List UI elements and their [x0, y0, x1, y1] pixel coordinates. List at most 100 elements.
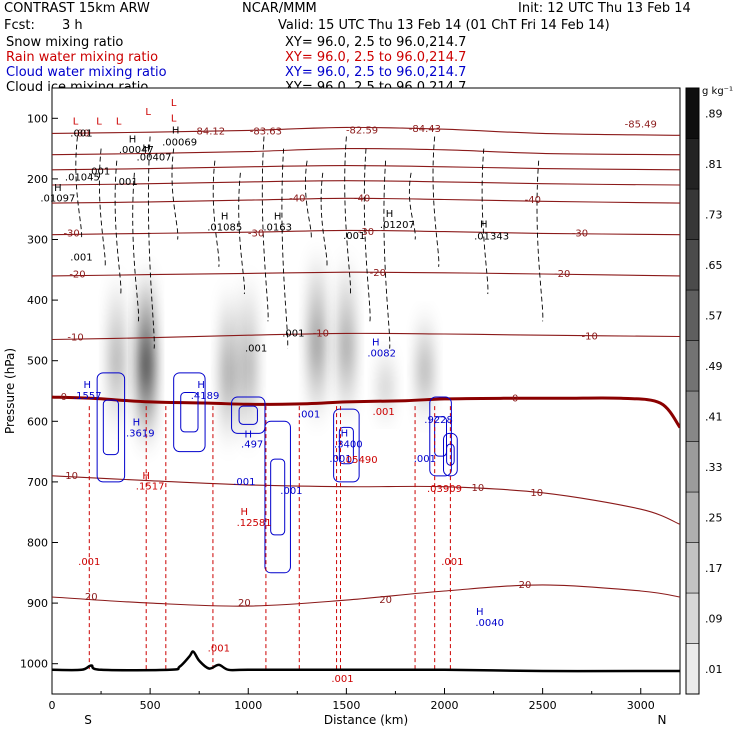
- legend-snow-label: Snow mixing ratio: [6, 35, 124, 50]
- value-label-49: .1517: [136, 482, 165, 493]
- temperature-label-7: -30: [248, 228, 264, 239]
- x-tick-label-0: 0: [49, 699, 56, 712]
- isotherm--40: [52, 197, 680, 204]
- temperature-label-21: 10: [65, 471, 78, 482]
- axes: 0 500 1000 1500 2000 2500 30001002003004005006…: [3, 112, 666, 727]
- value-label-47: .001: [280, 486, 302, 497]
- y-tick-label-3: 400: [27, 294, 48, 307]
- value-label-46: .001: [233, 477, 255, 488]
- colorbar-label-4: .33: [705, 461, 723, 474]
- isotherm-10: [52, 475, 680, 525]
- x-tick-label-3: 1500: [332, 699, 360, 712]
- value-label-44: .001: [414, 454, 436, 465]
- colorbar-swatch-9: [685, 188, 700, 240]
- ice-contour-11: [320, 172, 328, 267]
- colorbar-label-3: .25: [705, 511, 723, 524]
- isotherm--80: [52, 126, 680, 136]
- y-tick-label-8: 900: [27, 597, 48, 610]
- south-label: S: [84, 713, 92, 727]
- value-label-28: .001: [245, 344, 267, 355]
- value-label-52: .03909: [427, 484, 462, 495]
- y-tick-label-4: 500: [27, 355, 48, 368]
- cloudwater-contour-3: [264, 420, 291, 574]
- ice-contour-15: [408, 172, 416, 240]
- snow-column-5: [337, 257, 356, 422]
- temperature-label-1: -84.12: [193, 127, 225, 138]
- colorbar-frame: [685, 87, 700, 695]
- valid-time: Valid: 15 UTC Thu 13 Feb 14 (01 ChT Fri …: [278, 18, 610, 33]
- colorbar-swatch-5: [685, 390, 700, 442]
- value-label-57: .001: [208, 644, 230, 655]
- snow-column-1: [107, 275, 126, 434]
- colorbar-label-11: .89: [705, 107, 723, 120]
- value-label-23: .001: [343, 231, 365, 242]
- value-label-0: L: [171, 98, 177, 109]
- contour-labels: -80 -84.12 -83.63 -82.59 -84.43 -85.49 -30 -30 -…: [40, 98, 656, 685]
- colorbar-swatch-1: [685, 592, 700, 644]
- cloudwater-inner-1: [180, 392, 199, 433]
- legend-rain-label: Rain water mixing ratio: [6, 50, 159, 65]
- cloudwater-inner-0: [102, 399, 119, 456]
- north-label: N: [658, 713, 667, 727]
- cloudwater-inner-2: [238, 405, 258, 425]
- colorbar-label-9: .73: [705, 208, 723, 221]
- value-label-19: H: [221, 211, 229, 222]
- value-label-36: H: [133, 418, 141, 429]
- colorbar-label-0: .01: [705, 663, 723, 676]
- colorbar-swatch-11: [685, 87, 700, 139]
- value-label-1: L: [73, 116, 79, 127]
- temperature-label-15: -20: [554, 269, 570, 280]
- model-title: CONTRAST 15km ARW: [4, 1, 150, 16]
- temperature-label-6: -30: [63, 228, 79, 239]
- value-label-11: .00069: [162, 138, 197, 149]
- value-label-54: .12581: [237, 518, 272, 529]
- temperature-label-8: -30: [358, 227, 374, 238]
- value-label-14: .001: [88, 167, 110, 178]
- colorbar-swatch-8: [685, 239, 700, 291]
- terrain-profile: [51, 650, 680, 673]
- y-tick-label-5: 600: [27, 415, 48, 428]
- cloudwater-contour-4: [333, 408, 360, 483]
- value-label-21: H: [274, 211, 282, 222]
- ice-contour-17: [481, 148, 489, 295]
- colorbar-swatch-4: [685, 441, 700, 493]
- ice-contour-9: [281, 148, 289, 349]
- y-tick-label-6: 700: [27, 476, 48, 489]
- cloudwater-contour-5: [429, 396, 452, 477]
- colorbar: .01 .09 .17 .25 .33 .41 .49 .57 .65 .73 .81 .89 g kg…: [685, 86, 733, 695]
- ice-contour-13: [363, 148, 371, 322]
- ice-contour-18: [536, 160, 544, 322]
- colorbar-label-6: .49: [705, 360, 723, 373]
- isotherm--60: [52, 165, 680, 171]
- colorbar-swatch-3: [685, 491, 700, 543]
- value-label-3: L: [116, 116, 122, 127]
- value-label-13: .01045: [65, 173, 100, 184]
- colorbar-swatch-7: [685, 289, 700, 341]
- mixing-ratio-contours: [75, 136, 544, 670]
- colorbar-swatch-10: [685, 138, 700, 190]
- x-tick-label-1: 500: [140, 699, 161, 712]
- x-axis-label: Distance (km): [324, 713, 408, 727]
- value-label-20: .01085: [207, 222, 242, 233]
- value-label-35: .4189: [191, 391, 220, 402]
- ice-contour-10: [304, 160, 312, 240]
- cloudwater-inner-4: [338, 426, 354, 465]
- snow-column-2: [219, 287, 238, 446]
- center-name: NCAR/MMM: [242, 1, 317, 16]
- colorbar-label-7: .57: [705, 309, 723, 322]
- temperature-label-19: 0: [61, 392, 67, 403]
- value-label-58: .001: [331, 674, 353, 685]
- ice-contour-12: [344, 136, 351, 295]
- isotherm-20: [52, 584, 680, 607]
- temperature-label-16: -10: [67, 333, 83, 344]
- terrain-line: [51, 650, 680, 673]
- value-label-10: H: [172, 125, 180, 136]
- value-label-53: H: [241, 507, 249, 518]
- value-label-17: .01097: [40, 193, 75, 204]
- value-label-8: H: [142, 144, 150, 155]
- x-tick-label-5: 2500: [529, 699, 557, 712]
- isotherm--30: [52, 229, 680, 236]
- temperature-label-18: -10: [582, 331, 598, 342]
- isotherm--70: [52, 147, 680, 156]
- colorbar-label-2: .17: [705, 562, 723, 575]
